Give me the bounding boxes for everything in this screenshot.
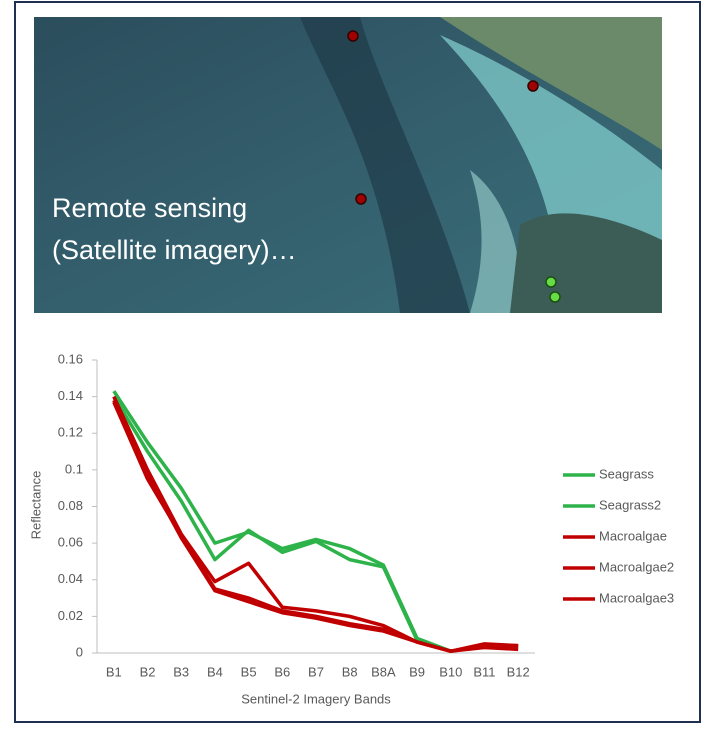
legend-label: Seagrass2 bbox=[599, 497, 661, 512]
legend-label: Macroalgae bbox=[599, 528, 667, 543]
series-line bbox=[112, 401, 519, 653]
y-tick-label: 0.12 bbox=[58, 425, 83, 440]
x-tick-label: B5 bbox=[241, 664, 257, 679]
y-tick-label: 0.04 bbox=[58, 571, 83, 586]
x-axis-title: Sentinel-2 Imagery Bands bbox=[241, 691, 391, 706]
x-tick-label: B7 bbox=[308, 664, 324, 679]
x-tick-label: B1 bbox=[106, 664, 122, 679]
x-tick-label: B8A bbox=[371, 664, 396, 679]
x-tick-label: B9 bbox=[409, 664, 425, 679]
y-tick-label: 0.06 bbox=[58, 535, 83, 550]
y-tick-label: 0.02 bbox=[58, 608, 83, 623]
x-tick-label: B4 bbox=[207, 664, 223, 679]
caption-line: Remote sensing bbox=[52, 193, 247, 223]
y-axis-title: Reflectance bbox=[28, 471, 43, 540]
legend-label: Macroalgae2 bbox=[599, 559, 674, 574]
x-tick-label: B6 bbox=[274, 664, 290, 679]
y-tick-label: 0.16 bbox=[58, 351, 83, 366]
caption-line: (Satellite imagery)… bbox=[52, 235, 297, 265]
legend-label: Macroalgae3 bbox=[599, 590, 674, 605]
x-tick-label: B8 bbox=[342, 664, 358, 679]
slide-border bbox=[14, 1, 701, 723]
y-tick-label: 0 bbox=[76, 644, 83, 659]
x-tick-label: B2 bbox=[140, 664, 156, 679]
y-tick-label: 0.14 bbox=[58, 388, 83, 403]
legend-label: Seagrass bbox=[599, 466, 654, 481]
x-tick-label: B11 bbox=[473, 664, 495, 679]
y-tick-label: 0.08 bbox=[58, 498, 83, 513]
satellite-image bbox=[34, 17, 662, 313]
x-tick-label: B12 bbox=[507, 664, 530, 679]
y-tick-label: 0.1 bbox=[65, 461, 83, 476]
x-tick-label: B10 bbox=[439, 664, 462, 679]
x-tick-label: B3 bbox=[173, 664, 189, 679]
